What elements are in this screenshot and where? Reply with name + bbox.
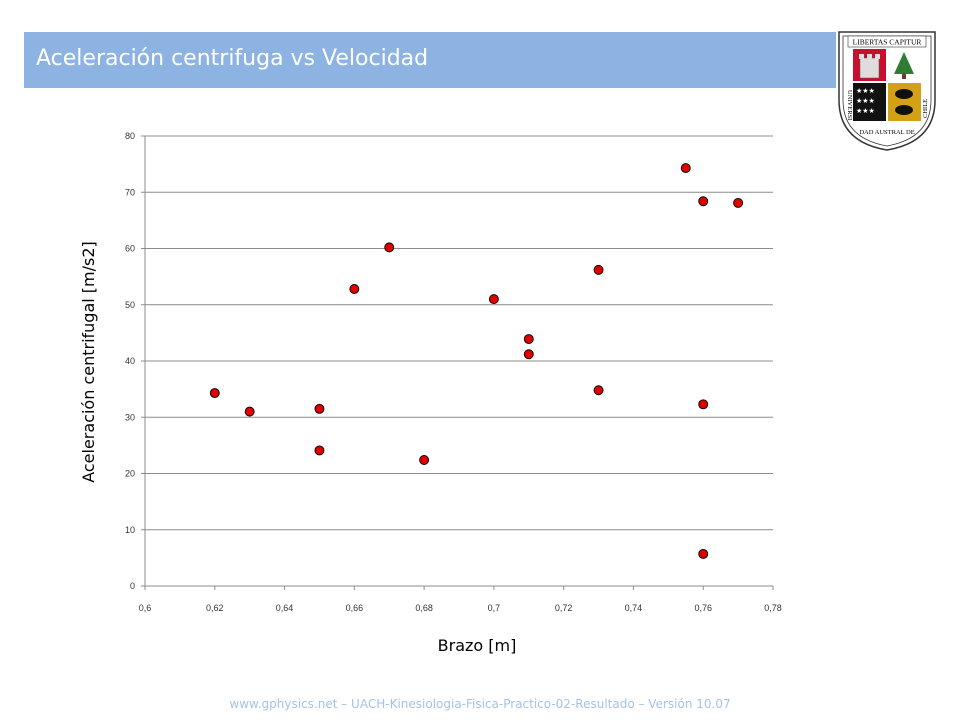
gridlines	[145, 135, 773, 531]
x-tick-label: 0,78	[764, 603, 782, 613]
data-point-8	[488, 294, 499, 305]
y-tick-label: 60	[125, 244, 135, 254]
y-tick-label: 70	[125, 187, 135, 197]
y-tick-label: 30	[125, 412, 135, 422]
x-tick-label: 0,6	[139, 603, 152, 613]
data-point-7	[419, 455, 430, 465]
y-tick-label: 40	[125, 356, 135, 366]
data-point-10	[523, 349, 534, 360]
x-tick-label: 0,74	[625, 603, 643, 613]
data-point-11	[593, 264, 604, 275]
slide-title: Aceleración centrifuga vs Velocidad	[36, 46, 429, 71]
data-point-9	[523, 334, 534, 345]
footer-text: www.gphysics.net – UACH-Kinesiologia-Fis…	[229, 697, 731, 711]
data-point-16	[698, 548, 709, 559]
university-crest-logo: LIBERTAS CAPITUR ★★★ ★★★ ★★★ UNIVERSI DA…	[838, 31, 936, 151]
x-tick-label: 0,72	[555, 603, 573, 613]
y-tick-labels: 0 10 20 30 40 50 60 70 80	[125, 131, 135, 591]
x-tick-label: 0,64	[276, 603, 294, 613]
svg-text:★★★: ★★★	[856, 107, 875, 115]
svg-text:★★★: ★★★	[856, 97, 875, 105]
x-tick-label: 0,68	[415, 603, 433, 613]
y-axis-title: Aceleración centrifugal [m/s2]	[79, 241, 98, 483]
x-axis-title: Brazo [m]	[438, 636, 517, 655]
y-tick-label: 0	[130, 581, 135, 591]
x-tick-label: 0,62	[206, 603, 224, 613]
x-tick-label: 0,76	[694, 603, 712, 613]
y-tick-label: 50	[125, 300, 135, 310]
data-point-17	[733, 197, 744, 208]
logo-motto: LIBERTAS CAPITUR	[853, 38, 922, 47]
data-point-12	[593, 385, 604, 396]
y-tick-label: 20	[125, 469, 135, 479]
y-tick-label: 80	[125, 131, 135, 141]
data-point-1	[209, 388, 220, 399]
y-tick-label: 10	[125, 525, 135, 535]
data-point-5	[349, 284, 360, 294]
data-point-6	[384, 242, 395, 253]
logo-bottom-text: DAD AUSTRAL DE	[859, 129, 914, 136]
x-tick-label: 0,7	[488, 603, 501, 613]
x-tick-label: 0,66	[346, 603, 364, 613]
data-point-13	[680, 163, 691, 174]
logo-side-left: UNIVERSI	[846, 90, 853, 120]
logo-side-right: CHILE	[922, 99, 929, 118]
data-point-3	[314, 403, 325, 414]
x-tick-labels: 0,6 0,62 0,64 0,66 0,68 0,7 0,72 0,74 0,76 0,78	[139, 603, 782, 613]
axes	[141, 135, 774, 590]
data-point-2	[244, 406, 255, 417]
svg-text:★★★: ★★★	[856, 87, 875, 95]
data-points	[209, 163, 744, 559]
data-point-15	[698, 399, 709, 410]
data-point-14	[698, 196, 709, 207]
data-point-4	[314, 445, 325, 456]
title-bar: Aceleración centrifuga vs Velocidad	[24, 32, 836, 88]
